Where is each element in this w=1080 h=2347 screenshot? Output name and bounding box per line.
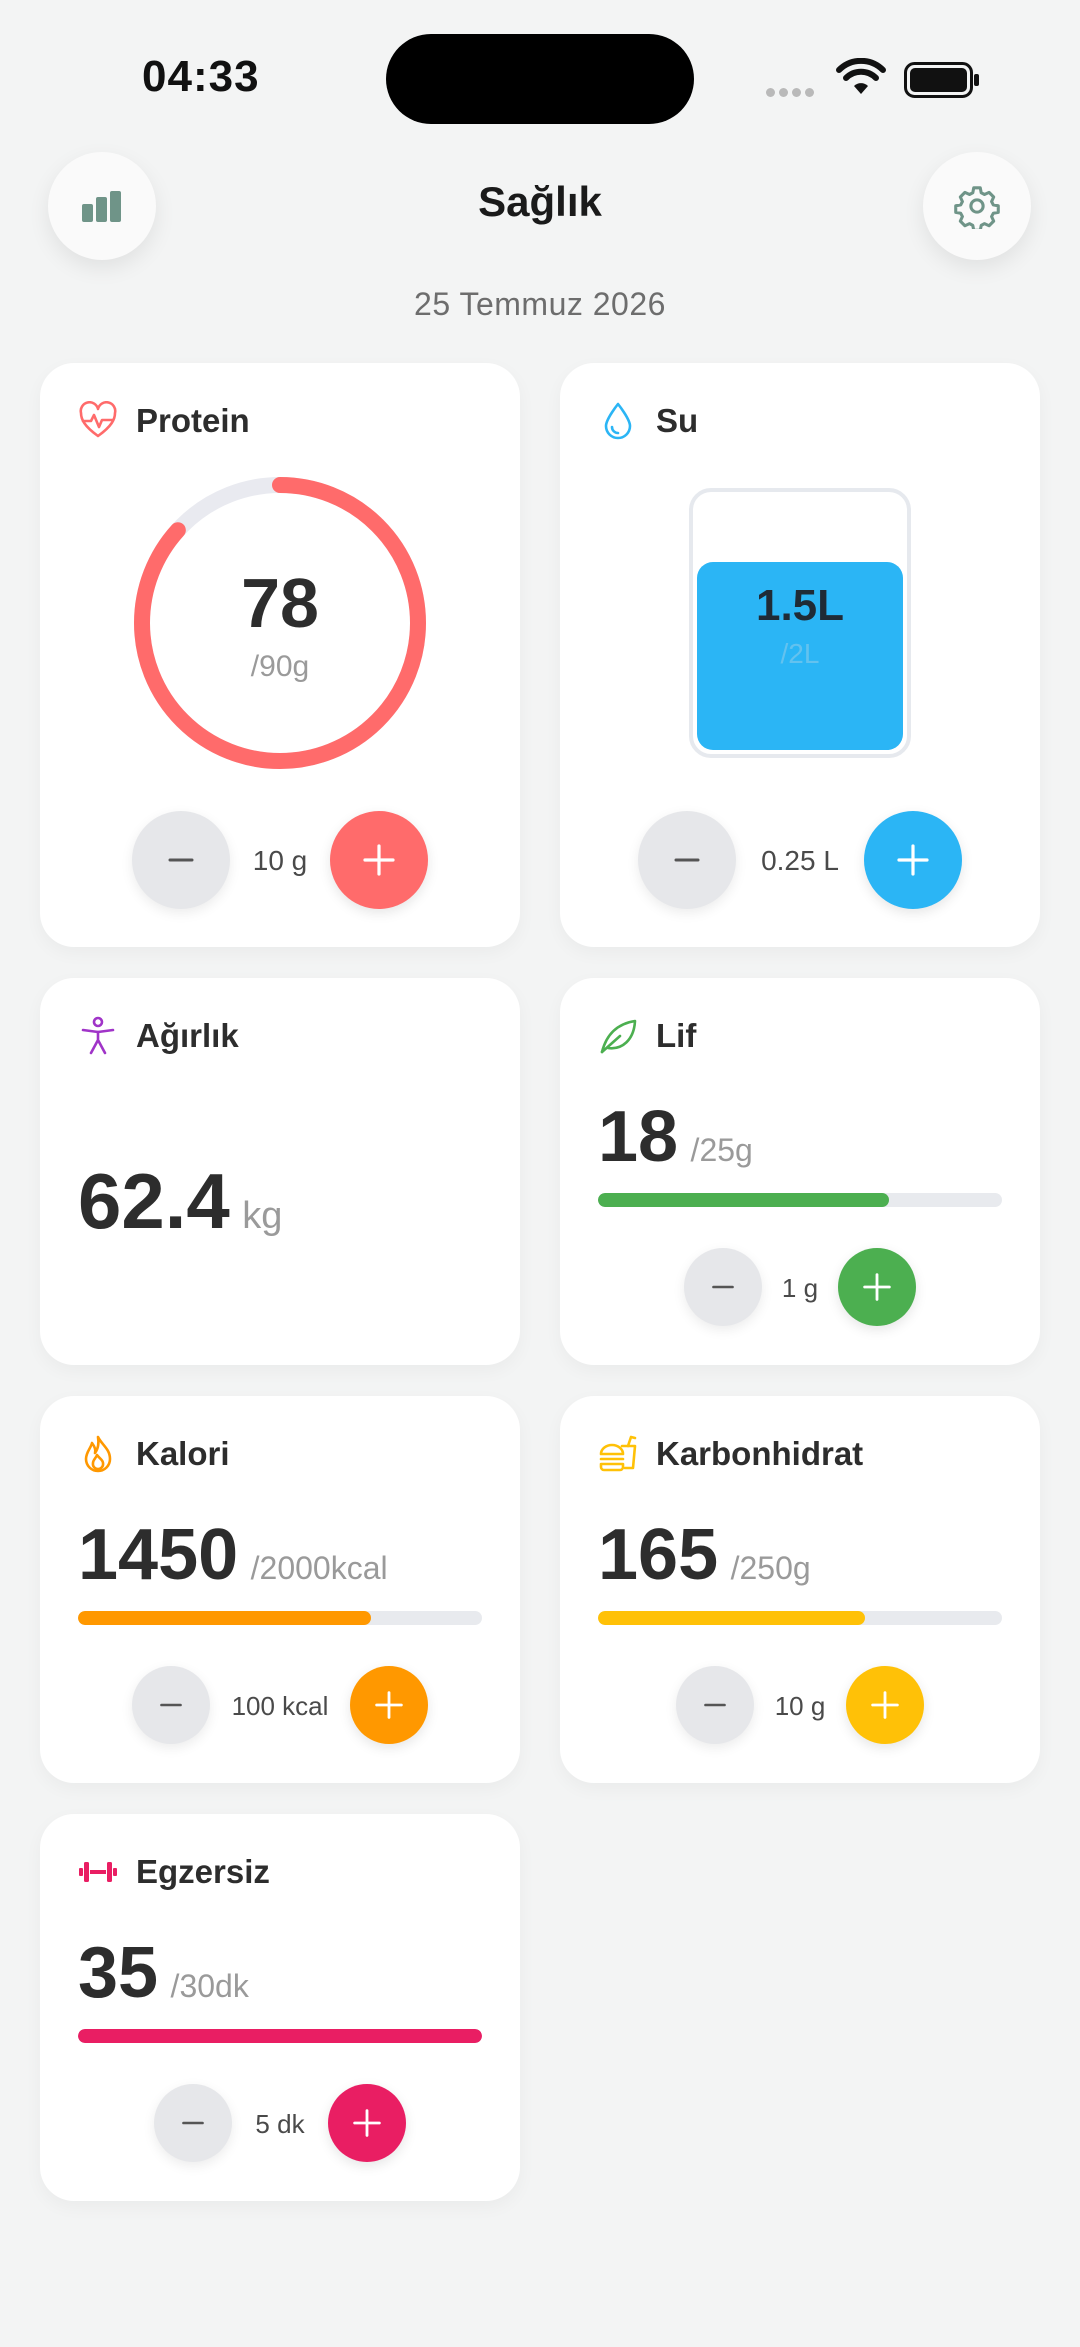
protein-progress-ring [134, 477, 426, 769]
minus-icon [182, 2121, 204, 2125]
gear-icon [954, 186, 1000, 229]
weight-title: Ağırlık [136, 1017, 239, 1054]
fiber-increase-button[interactable] [838, 1248, 916, 1326]
water-card: Su 1.5L /2L 0.25 L [560, 363, 1040, 947]
heart-pulse-icon [79, 401, 117, 438]
minus-icon [674, 858, 700, 862]
fiber-title: Lif [656, 1017, 697, 1054]
protein-decrease-button[interactable] [132, 811, 230, 909]
exercise-title: Egzersiz [136, 1853, 270, 1890]
minus-icon [712, 1285, 734, 1289]
calories-value: 1450 [78, 1515, 239, 1595]
carbs-title: Karbonhidrat [656, 1435, 864, 1472]
protein-card: Protein 78 /90g 10 g [40, 363, 520, 947]
dynamic-island [386, 34, 694, 124]
minus-icon [168, 858, 194, 862]
minus-icon [160, 1703, 182, 1707]
plus-icon [363, 844, 395, 876]
carbs-value: 165 [598, 1515, 719, 1595]
water-decrease-button[interactable] [638, 811, 736, 909]
flame-icon [84, 1435, 112, 1473]
carbs-card: Karbonhidrat 165 /250g 10 g [560, 1396, 1040, 1783]
carbs-goal: /250g [730, 1550, 811, 1586]
plus-icon [353, 2109, 381, 2137]
protein-value: 78 [241, 564, 319, 642]
exercise-progress-fill [78, 2029, 482, 2043]
person-icon [81, 1016, 115, 1055]
settings-button[interactable] [923, 152, 1031, 260]
fiber-decrease-button[interactable] [684, 1248, 762, 1326]
weight-card: Ağırlık 62.4 kg [40, 978, 520, 1365]
exercise-increase-button[interactable] [328, 2084, 406, 2162]
cellular-signal-icon [766, 84, 822, 97]
fiber-value: 18 [598, 1097, 679, 1177]
fast-food-icon [599, 1435, 637, 1472]
calories-goal: /2000kcal [250, 1550, 388, 1586]
leaf-icon [600, 1019, 637, 1054]
water-increase-button[interactable] [864, 811, 962, 909]
weight-value: 62.4 [78, 1157, 230, 1245]
exercise-decrease-button[interactable] [154, 2084, 232, 2162]
exercise-progress-bar [78, 2029, 482, 2043]
battery-icon [904, 62, 979, 98]
page-date: 25 Temmuz 2026 [414, 286, 666, 322]
carbs-increase-button[interactable] [846, 1666, 924, 1744]
fiber-goal: /25g [690, 1132, 753, 1168]
calories-step: 100 kcal [231, 1691, 329, 1721]
calories-decrease-button[interactable] [132, 1666, 210, 1744]
water-goal: /2L [780, 638, 820, 669]
fiber-progress-bar [598, 1193, 1002, 1207]
water-fill [697, 561, 903, 750]
carbs-progress-fill [598, 1611, 865, 1625]
exercise-goal: /30dk [170, 1968, 249, 2004]
fiber-card: Lif 18 /25g 1 g [560, 978, 1040, 1365]
bar-chart-icon [82, 191, 121, 222]
dumbbell-icon [79, 1862, 117, 1882]
fiber-step: 1 g [781, 1273, 819, 1303]
calories-increase-button[interactable] [350, 1666, 428, 1744]
water-title: Su [656, 402, 699, 439]
water-glass [689, 488, 911, 758]
weight-unit: kg [242, 1195, 283, 1237]
plus-icon [871, 1691, 899, 1719]
wifi-icon [836, 58, 886, 94]
protein-step: 10 g [252, 845, 308, 876]
calories-progress-bar [78, 1611, 482, 1625]
exercise-step: 5 dk [255, 2109, 305, 2139]
plus-icon [863, 1273, 891, 1301]
calories-title: Kalori [136, 1435, 230, 1472]
plus-icon [897, 844, 929, 876]
protein-title: Protein [136, 402, 250, 439]
carbs-decrease-button[interactable] [676, 1666, 754, 1744]
protein-increase-button[interactable] [330, 811, 428, 909]
exercise-card: Egzersiz 35 /30dk 5 dk [40, 1814, 520, 2201]
calories-progress-fill [78, 1611, 371, 1625]
plus-icon [375, 1691, 403, 1719]
exercise-value: 35 [78, 1933, 159, 2013]
calories-card: Kalori 1450 /2000kcal 100 kcal [40, 1396, 520, 1783]
fiber-progress-fill [598, 1193, 889, 1207]
minus-icon [704, 1703, 726, 1707]
carbs-progress-bar [598, 1611, 1002, 1625]
status-time: 04:33 [142, 52, 260, 101]
water-drop-icon [604, 402, 632, 440]
statistics-button[interactable] [48, 152, 156, 260]
page-title: Sağlık [478, 178, 602, 225]
water-value: 1.5L [755, 581, 845, 630]
carbs-step: 10 g [774, 1691, 826, 1721]
protein-goal: /90g [250, 650, 310, 683]
water-step: 0.25 L [761, 845, 839, 876]
